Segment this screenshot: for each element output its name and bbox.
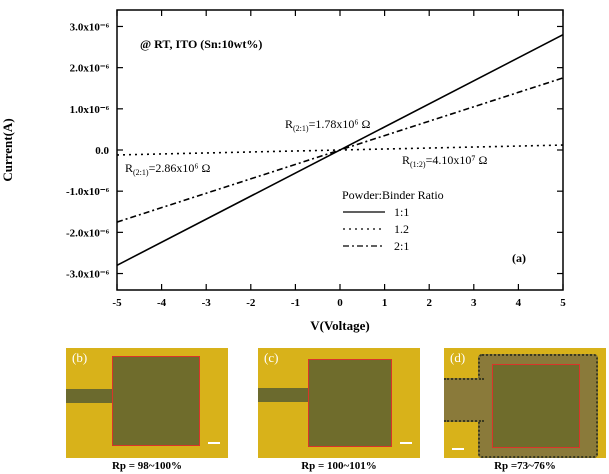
- micrograph-c: (c): [258, 348, 420, 458]
- legend-entry-1-2: 1.2: [394, 222, 409, 236]
- micrograph-label-d: (d): [450, 350, 466, 365]
- scale-bar: [452, 448, 464, 450]
- annotation-r21-left: R(2:1)=2.86x10⁶ Ω: [125, 161, 211, 177]
- x-tick-label: 1: [382, 297, 388, 309]
- legend-entry-2-1: 2:1: [394, 239, 409, 253]
- film-halo-strip: [444, 378, 484, 422]
- y-tick-label: -1.0x10⁻⁶: [66, 186, 110, 198]
- x-tick-label: -4: [157, 297, 167, 309]
- x-axis-title: V(Voltage): [310, 318, 369, 333]
- y-tick-label: 2.0x10⁻⁶: [70, 63, 110, 75]
- x-tick-label: -1: [291, 297, 300, 309]
- annotation-r21-top: R(2:1)=1.78x10⁶ Ω: [285, 117, 371, 133]
- y-tick-label: -2.0x10⁻⁶: [66, 227, 110, 239]
- caption-rp-b: Rp = 98~100%: [111, 460, 183, 472]
- y-axis-title: Current(A): [0, 118, 15, 181]
- x-tick-label: -5: [112, 297, 122, 309]
- panel-label-a: (a): [512, 251, 526, 265]
- series-line-2-1: [116, 77, 564, 223]
- x-tick-label: -2: [246, 297, 256, 309]
- y-tick-label: 0.0: [95, 145, 109, 157]
- film-strip: [66, 389, 112, 403]
- y-tick-label: -3.0x10⁻⁶: [66, 269, 110, 281]
- x-tick-label: 4: [516, 297, 522, 309]
- pad-square: [112, 356, 200, 446]
- legend: Powder:Binder Ratio 1:1 1.2 2:1: [342, 188, 444, 253]
- film-strip: [258, 388, 308, 402]
- micrograph-b: (b): [66, 348, 228, 458]
- x-tick-label: 2: [426, 297, 432, 309]
- x-tick-label: -3: [202, 297, 212, 309]
- scale-bar: [208, 442, 220, 444]
- caption-rp-c: Rp = 100~101%: [301, 460, 377, 472]
- pad-square: [492, 364, 580, 448]
- chart-title: @ RT, ITO (Sn:10wt%): [140, 37, 262, 51]
- x-tick-label: 5: [560, 297, 566, 309]
- legend-title: Powder:Binder Ratio: [342, 188, 444, 202]
- caption-rp-d: Rp =73~76%: [494, 460, 556, 472]
- y-tick-label: 1.0x10⁻⁶: [70, 104, 110, 116]
- micrograph-label-c: (c): [264, 350, 279, 365]
- micrograph-label-b: (b): [72, 350, 88, 365]
- x-tick-label: 3: [471, 297, 477, 309]
- x-tick-label: 0: [337, 297, 343, 309]
- micrograph-d: (d): [444, 348, 606, 458]
- scale-bar: [400, 442, 412, 444]
- legend-entry-1-1: 1:1: [394, 205, 409, 219]
- y-tick-label: 3.0x10⁻⁶: [70, 21, 110, 33]
- annotation-r12: R(1:2)=4.10x10⁷ Ω: [402, 153, 488, 169]
- pad-square: [308, 359, 392, 447]
- iv-chart: -5 -4 -3 -2 -1 0 1 2 3 4 5 3.0x10⁻⁶ 2.0x10⁻⁶ 1.0x10⁻⁶…: [0, 9, 566, 333]
